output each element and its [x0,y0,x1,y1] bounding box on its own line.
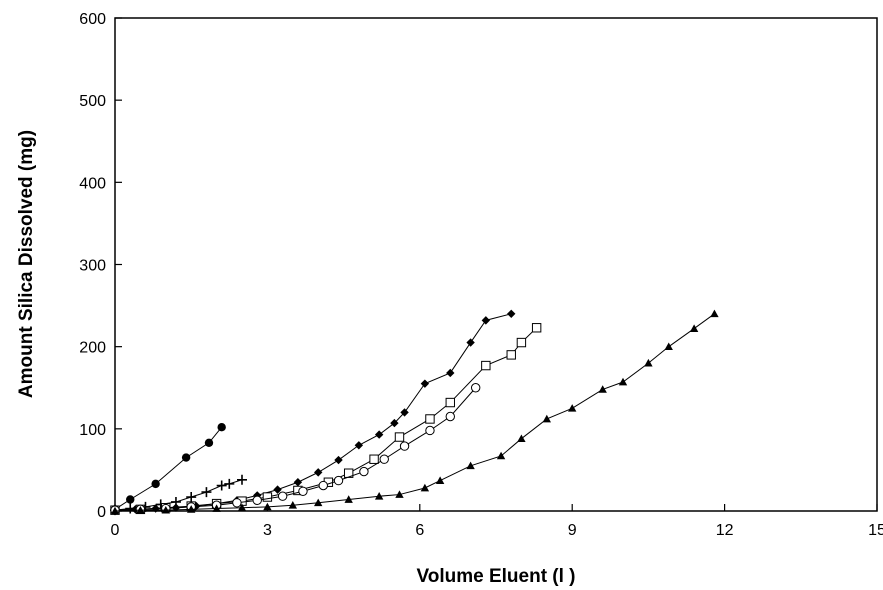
data-point-filled-triangle [395,490,404,498]
data-point-filled-triangle [263,502,272,511]
x-axis-title: Volume Eluent (l ) [416,566,575,587]
data-point-open-circle [298,486,308,496]
data-point-open-circle [232,498,242,508]
data-point-open-square [516,337,527,348]
data-point-filled-triangle [689,324,699,332]
data-point-filled-triangle [435,476,445,484]
data-point-open-circle [252,495,262,506]
data-point-open-circle [333,475,344,486]
data-point-plus [216,480,227,491]
data-point-filled-triangle [212,504,221,512]
data-point-filled-triangle [542,414,551,423]
data-point-open-square [369,454,379,464]
data-point-filled-triangle [288,501,297,509]
data-point-filled-diamond [481,316,491,325]
x-tick-label: 0 [111,522,120,539]
data-point-filled-diamond [374,430,384,439]
data-point-open-square [262,492,273,502]
y-axis-title: Amount Silica Dissolved (mg) [16,130,37,398]
data-point-filled-triangle [237,503,247,512]
x-tick-label: 12 [716,522,734,539]
series-filled-triangle [110,309,719,515]
data-point-filled-diamond [446,368,455,378]
data-point-filled-diamond [334,455,343,465]
data-point-open-square [481,360,491,371]
data-point-filled-diamond [354,441,364,450]
data-point-filled-triangle [374,492,384,500]
y-tick-label: 500 [79,93,106,110]
data-point-filled-diamond [293,478,303,487]
data-point-plus [186,492,197,503]
series-filled-circle [110,422,226,514]
data-point-filled-triangle [568,404,577,412]
data-point-filled-circle [181,453,191,462]
data-point-filled-triangle [187,505,196,513]
data-point-filled-triangle [136,505,145,514]
y-tick-label: 300 [79,258,106,275]
data-point-filled-triangle [344,495,353,503]
y-tick-label: 200 [79,340,106,357]
data-point-filled-triangle [710,309,719,318]
data-point-filled-triangle [517,434,526,443]
data-point-filled-triangle [598,385,607,393]
x-tick-label: 6 [415,522,424,539]
data-point-filled-circle [151,479,160,489]
data-point-filled-triangle [314,498,323,507]
data-point-open-circle [379,454,389,464]
data-point-filled-diamond [420,379,430,388]
x-tick-label: 9 [568,522,577,539]
y-tick-label: 100 [79,422,106,439]
data-point-filled-triangle [496,451,506,460]
data-point-filled-diamond [273,485,282,494]
data-point-plus [224,478,235,489]
data-point-filled-diamond [400,408,409,417]
data-point-filled-triangle [644,358,653,367]
plot-frame [114,17,878,512]
data-point-open-square [445,397,455,408]
y-tick-label: 0 [97,504,106,521]
data-point-filled-triangle [466,461,475,470]
x-tick-label: 3 [263,522,272,539]
data-point-filled-diamond [466,338,475,347]
data-point-filled-triangle [420,483,430,492]
data-point-open-circle [318,480,328,491]
data-point-open-square [506,350,516,360]
series-line [114,313,512,511]
data-point-open-square [531,323,542,333]
data-point-filled-triangle [618,377,628,386]
data-point-open-circle [445,411,455,422]
data-point-open-square [394,432,405,442]
data-point-filled-diamond [507,309,516,318]
axes: 0 3 6 9 12 15 0 100 200 300 400 500 600 [79,11,883,539]
data-point-open-circle [399,441,410,451]
data-point-filled-triangle [161,505,170,514]
data-point-plus [237,474,247,485]
data-point-filled-diamond [390,418,399,428]
data-point-filled-triangle [664,342,673,351]
series-layer [110,309,719,516]
y-tick-label: 600 [79,11,106,28]
data-point-plus [201,487,212,498]
x-tick-label: 15 [868,522,883,539]
data-point-open-circle [425,425,435,436]
series-line [114,313,715,512]
data-point-filled-diamond [314,468,323,477]
data-point-open-circle [277,491,288,501]
data-point-open-circle [470,383,481,393]
data-point-filled-triangle [110,506,120,515]
data-point-open-square [425,414,435,424]
series-line [114,479,243,511]
y-tick-label: 400 [79,175,106,192]
data-point-open-circle [359,466,369,477]
data-point-filled-circle [126,495,135,504]
data-point-filled-circle [204,438,214,448]
data-point-filled-circle [217,422,226,432]
